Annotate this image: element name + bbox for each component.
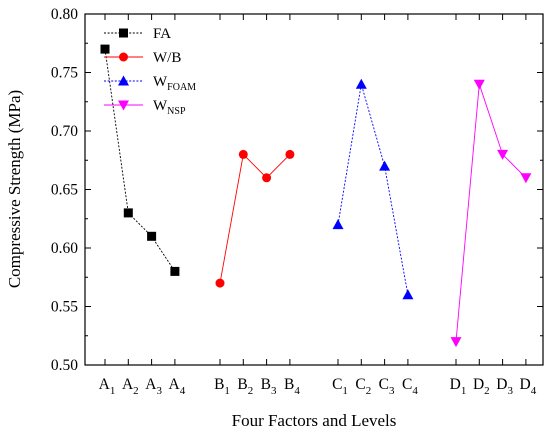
series-line [455, 84, 527, 342]
data-point [402, 289, 414, 300]
y-tick-label: 0.60 [51, 240, 78, 257]
x-axis: A1 A2 A3 A4 B1 B2 B3 B4 C1 C2 C3 C4 D1 D2 D3 D4 [99, 14, 537, 397]
data-point [262, 173, 272, 183]
y-axis-title: Compressive Strength (MPa) [5, 90, 24, 288]
legend-label: WFOAM [153, 74, 196, 93]
legend-marker [119, 28, 128, 38]
legend-label: W/B [153, 50, 181, 66]
data-point [450, 337, 462, 348]
x-tick-label: D4 [520, 376, 537, 397]
x-tick-label: B1 [214, 376, 230, 397]
x-tick-label: B2 [237, 376, 253, 397]
data-point [215, 278, 225, 288]
x-tick-label: A4 [169, 376, 186, 397]
x-tick-label: D1 [450, 376, 467, 397]
data-point [473, 79, 485, 90]
x-tick-label: C4 [402, 376, 418, 397]
y-tick-label: 0.50 [51, 357, 78, 374]
y-axis: 0.50 0.55 0.60 0.65 0.70 0.75 0.80 [51, 6, 543, 374]
data-point [123, 208, 133, 218]
x-tick-label: A1 [99, 376, 116, 397]
data-point [379, 160, 391, 171]
data-point [238, 149, 248, 159]
y-tick-label: 0.70 [51, 123, 78, 140]
series-w-b [215, 149, 295, 288]
legend-label: FA [153, 26, 171, 42]
y-tick-label: 0.65 [51, 182, 78, 199]
plot-frame [84, 13, 544, 366]
series-fa [100, 44, 180, 276]
x-tick-label: C2 [355, 376, 371, 397]
y-tick-label: 0.75 [51, 65, 78, 82]
legend-marker [119, 52, 128, 62]
x-axis-title: Four Factors and Levels [232, 411, 397, 430]
legend: FA W/B WFOAM WNSP [104, 26, 196, 117]
data-point [332, 219, 344, 230]
y-tick-label: 0.55 [51, 299, 78, 316]
series-line [337, 84, 409, 295]
legend-marker [118, 75, 129, 86]
x-tick-label: C1 [332, 376, 348, 397]
series-line [104, 49, 176, 272]
data-point [285, 149, 295, 159]
data-point [100, 44, 110, 54]
data-point [170, 266, 180, 276]
legend-label: WNSP [153, 98, 186, 117]
y-tick-label: 0.80 [51, 6, 78, 23]
data-point [355, 78, 367, 89]
x-tick-label: B4 [284, 376, 300, 397]
x-tick-label: D3 [496, 376, 513, 397]
series-line [219, 153, 291, 284]
x-tick-label: D2 [473, 376, 490, 397]
series-wnsp [450, 79, 532, 348]
x-tick-label: B3 [261, 376, 277, 397]
data-point [147, 231, 157, 241]
x-tick-label: A2 [122, 376, 139, 397]
data-point [520, 173, 532, 184]
series-layer [100, 44, 532, 348]
series-wfoam [332, 78, 414, 300]
x-tick-label: C3 [379, 376, 395, 397]
legend-marker [118, 100, 129, 111]
data-point [497, 149, 509, 160]
x-tick-label: A3 [145, 376, 162, 397]
